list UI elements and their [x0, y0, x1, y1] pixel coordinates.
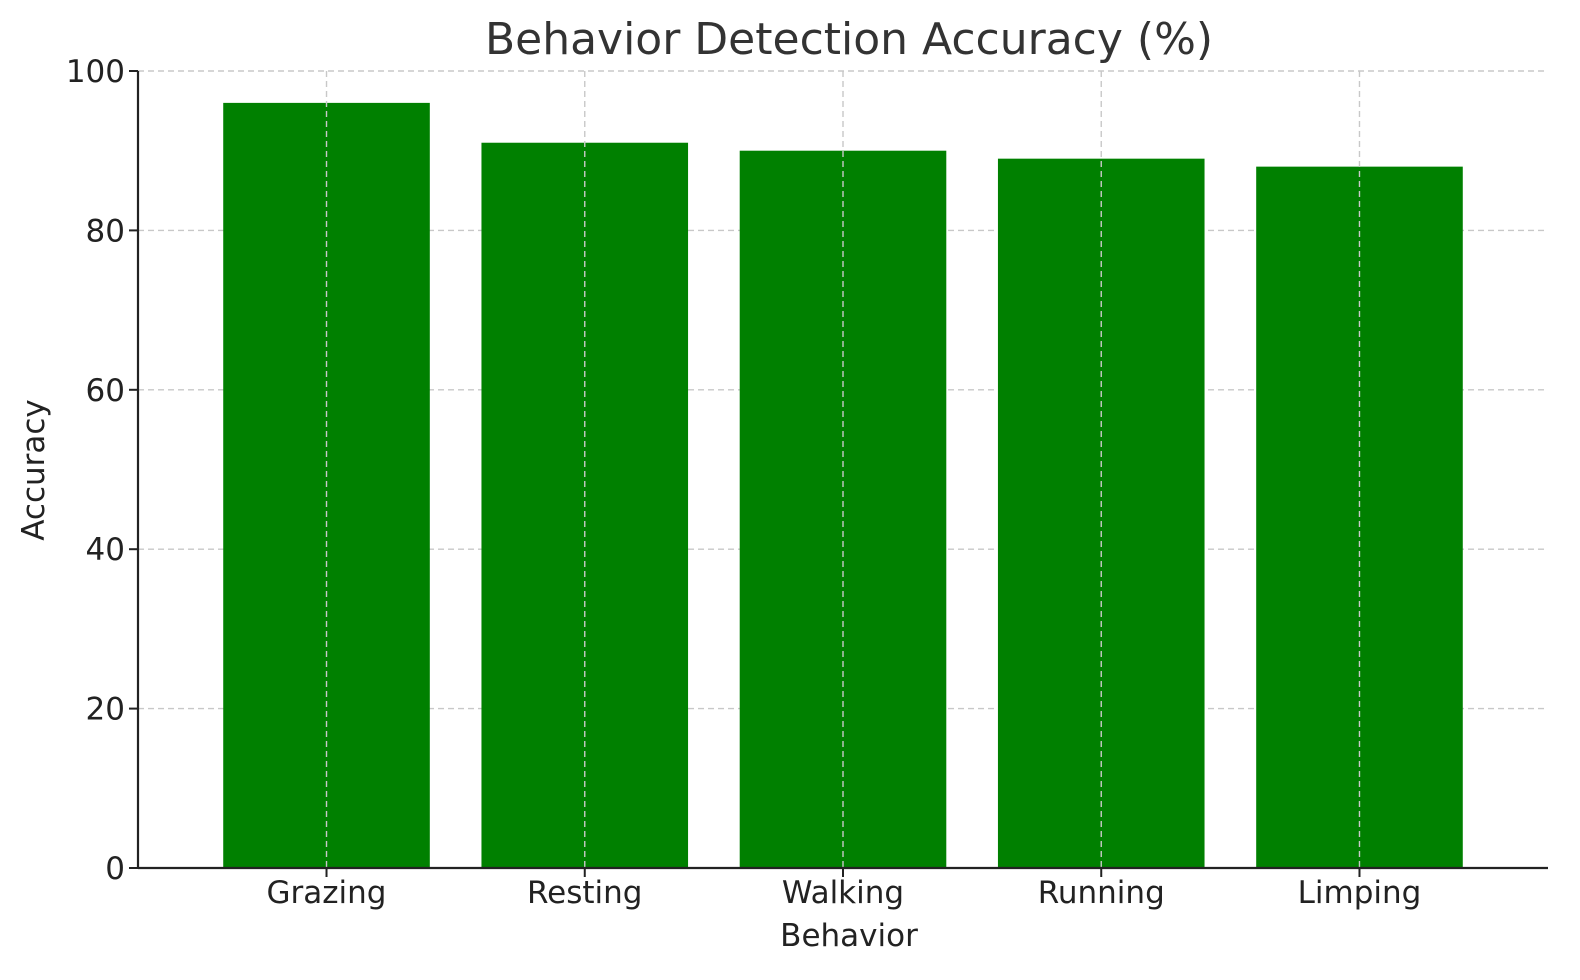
chart-title: Behavior Detection Accuracy (%)	[485, 14, 1213, 65]
y-tick-label: 60	[86, 373, 125, 409]
x-tick-label: Limping	[1298, 875, 1422, 911]
y-tick-label: 20	[86, 692, 125, 728]
x-axis-ticks: Grazing Resting Walking Running Limping	[267, 868, 1422, 911]
bar-walking	[739, 150, 947, 868]
vertical-grid-lines	[325, 71, 1361, 868]
y-tick-label: 100	[66, 54, 125, 90]
x-tick-label: Walking	[782, 875, 904, 911]
y-tick-label: 0	[105, 851, 125, 887]
x-tick-label: Resting	[527, 875, 642, 911]
y-tick-label: 80	[86, 213, 125, 249]
y-axis-ticks: 0 20 40 60 80 100	[66, 54, 138, 887]
x-axis-label: Behavior	[780, 918, 918, 954]
x-tick-label: Grazing	[267, 875, 387, 911]
y-tick-label: 40	[86, 532, 125, 568]
x-tick-label: Running	[1038, 875, 1165, 911]
y-axis-label: Accuracy	[16, 399, 52, 541]
